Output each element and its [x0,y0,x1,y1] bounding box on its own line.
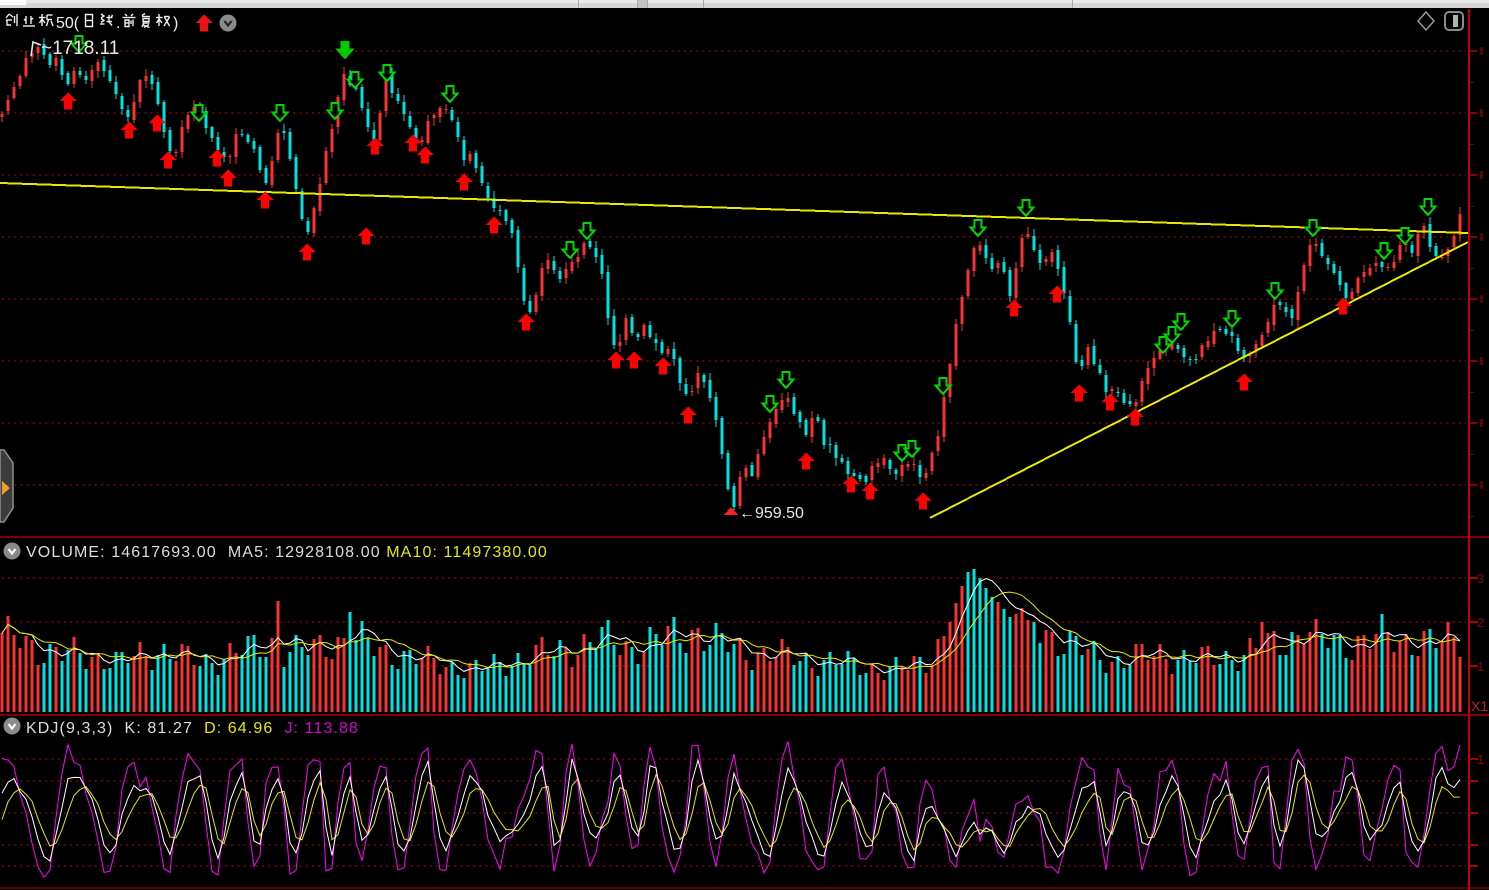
svg-text:): ) [173,15,178,32]
svg-text:1: 1 [1477,752,1484,767]
svg-text:3: 3 [1477,571,1484,586]
svg-text:VOLUME: 14617693.00 MA5: 1292: VOLUME: 14617693.00 MA5: 12928108.00 MA1… [26,544,548,561]
svg-text:~1718.11: ~1718.11 [41,38,119,59]
svg-text:←959.50: ←959.50 [739,505,804,522]
svg-text:.: . [116,15,120,32]
svg-text:X1: X1 [1471,698,1488,714]
svg-text:1: 1 [1477,659,1484,674]
svg-text:KDJ(9,3,3) K: 81.27 D: 64.96: KDJ(9,3,3) K: 81.27 D: 64.96 J: 113.88 [26,720,359,737]
svg-text:2: 2 [1477,615,1484,630]
svg-text:50(: 50( [56,15,80,32]
